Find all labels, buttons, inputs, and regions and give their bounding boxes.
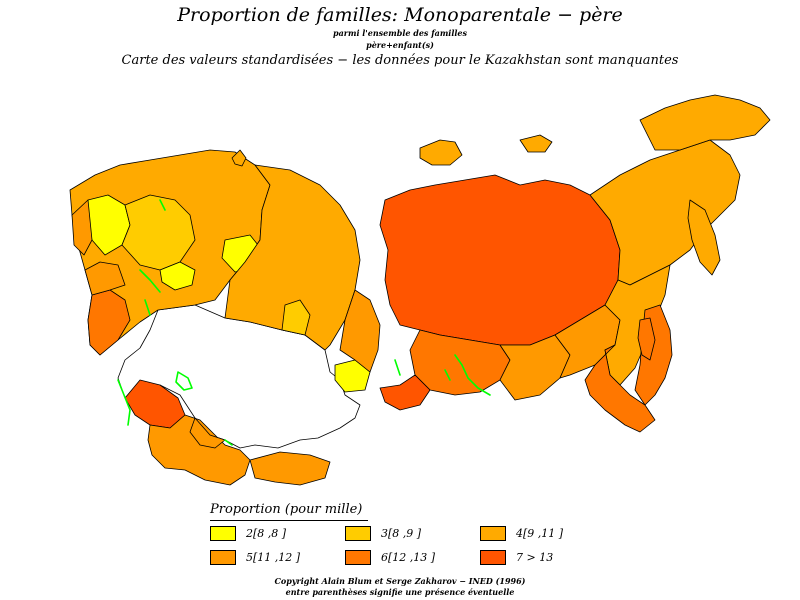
legend-label-6: 6[12 ,13 ] [381,550,436,564]
region-buryatia [499,334,571,401]
region-central-asia-south [147,414,251,486]
footnote: entre parenthèses signifie une présence … [285,587,515,597]
river-lena [159,199,166,211]
legend-underline [210,520,368,521]
map-caption: Carte des valeurs standardisées − les do… [121,53,679,68]
region-cluster-yellow-2 [159,261,196,291]
region-kyrgyzstan [189,417,226,449]
legend-item-2: 2[8 ,8 ] [210,525,286,541]
map-subtitle-category: père+enfant(s) [366,40,434,50]
region-chukotka [639,94,771,151]
map-subtitle-universe: parmi l'ensemble des familles [332,28,467,38]
legend-label-5: 5[11 ,12 ] [246,550,301,564]
legend-item-6: 6[12 ,13 ] [345,549,435,565]
legend-swatch-2 [210,525,236,541]
aral-sea [175,371,193,391]
legend-swatch-5 [210,549,236,565]
lake-baikal [454,354,491,396]
region-khabarovsk [604,264,671,386]
region-omsk [281,299,311,336]
region-tuva [379,374,431,411]
region-volga-south [87,289,131,356]
region-west-siberia-south [339,289,381,373]
region-novaya-zemlya [231,149,247,167]
region-kamchatka [687,199,721,276]
region-turkmenistan [249,451,331,486]
legend-item-5: 5[11 ,12 ] [210,549,300,565]
legend-label-2: 2[8 ,8 ] [246,526,287,540]
copyright-notice: Copyright Alain Blum et Serge Zakharov −… [274,576,526,586]
lake-balkhash [224,439,233,446]
region-taymyr-north [419,139,463,166]
legend-swatch-3 [345,525,371,541]
caspian-sea [117,379,131,426]
map-title: Proportion de familles: Monoparentale − … [177,4,623,26]
region-baltics [71,199,93,256]
river-ob [394,359,401,376]
region-arctic-islands [519,134,553,153]
legend-label-7: 7 > 13 [516,550,554,564]
region-ukraine [84,261,126,296]
region-sakhalin [637,317,656,361]
legend-item-7: 7 > 13 [480,549,553,565]
region-yakutia-east [589,139,741,286]
legend-swatch-4 [480,525,506,541]
legend-swatch-7 [480,549,506,565]
legend-title: Proportion (pour mille) [210,502,363,517]
legend-label-4: 4[9 ,11 ] [516,526,564,540]
river-yenisei [444,369,451,381]
legend-swatch-6 [345,549,371,565]
legend-label-3: 3[8 ,9 ] [381,526,422,540]
region-ural [224,164,361,351]
river-ural [144,299,151,316]
region-amur [584,344,656,433]
legend-item-3: 3[8 ,9 ] [345,525,421,541]
river-volga [139,269,161,293]
legend-item-4: 4[9 ,11 ] [480,525,563,541]
